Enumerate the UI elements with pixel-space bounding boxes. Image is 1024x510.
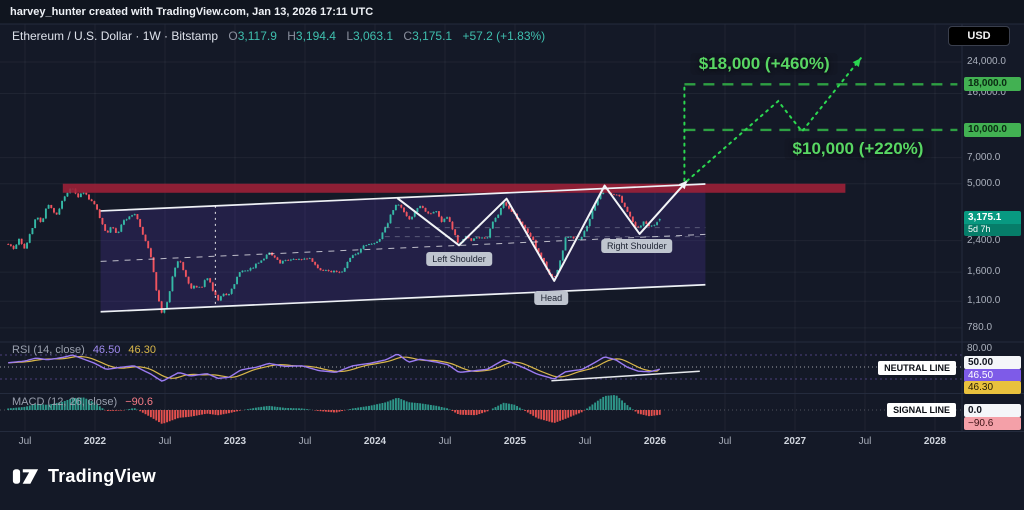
- time-axis-label-jul-2027-5: Jul: [858, 436, 872, 447]
- current-price-badge: 3,175.1 5d 7h: [964, 210, 1021, 236]
- tradingview-wordmark: TradingView: [48, 466, 156, 486]
- currency-toggle-button[interactable]: USD: [948, 26, 1010, 46]
- high-label: H: [287, 29, 296, 43]
- current-price-value: 3,175.1: [968, 211, 1002, 223]
- price-scale-tick-1600: 1,600.0: [967, 266, 1001, 278]
- macd-title: MACD (12, 26, close): [12, 396, 118, 408]
- time-axis-label-2026-2026: 2026: [643, 436, 667, 447]
- price-scale-tick-24000: 24,000.0: [967, 56, 1006, 67]
- attribution-bar: harvey_hunter created with TradingView.c…: [0, 0, 1024, 24]
- time-axis-label-2025-2025: 2025: [503, 436, 527, 447]
- low-label: L: [346, 29, 353, 43]
- rsi-scale-tick: 80.00: [967, 343, 993, 354]
- rsi-ma-value: 46.30: [128, 344, 156, 356]
- time-axis-label-jul-2026-5: Jul: [718, 436, 732, 447]
- tradingview-logomark-icon[interactable]: [12, 464, 39, 489]
- high-value: 3,194.4: [295, 29, 336, 43]
- rsi-legend: RSI (14, close) 46.50 46.30: [12, 344, 156, 356]
- time-axis-label-jul-2021-5: Jul: [18, 436, 32, 447]
- signal-line-label: SIGNAL LINE: [887, 403, 956, 417]
- macd-value: −90.6: [125, 396, 154, 408]
- symbol-title: Ethereum / U.S. Dollar · 1W · Bitstamp: [12, 29, 219, 43]
- open-label: O: [228, 29, 238, 43]
- time-axis-label-jul-2023-5: Jul: [298, 436, 312, 447]
- chart-canvas[interactable]: [0, 0, 1024, 452]
- rsi-scale-badge-50-00: 50.00: [964, 356, 1021, 369]
- time-axis-label-2023-2023: 2023: [223, 436, 247, 447]
- price-scale[interactable]: 24,000.0 16,000.0 7,000.0 5,000.0 2,400.0 1,6…: [962, 0, 1024, 432]
- target-price-badge-18000: 18,000.0: [964, 77, 1021, 92]
- close-label: C: [403, 29, 413, 43]
- time-axis-label-2024-2024: 2024: [363, 436, 387, 447]
- low-value: 3,063.1: [353, 29, 394, 43]
- attribution-text: harvey_hunter created with TradingView.c…: [10, 6, 374, 18]
- rsi-scale-badge-46-50: 46.50: [964, 368, 1021, 382]
- macd-scale-badge-90-6: −90.6: [964, 417, 1021, 430]
- time-axis[interactable]: Jul 2022 Jul 2023 Jul 2024 Jul 2025 Jul 2026 Jul 20…: [0, 432, 1024, 450]
- rsi-title: RSI (14, close): [12, 344, 85, 356]
- time-axis-label-jul-2024-5: Jul: [438, 436, 452, 447]
- price-scale-tick-7000: 7,000.0: [967, 151, 1001, 163]
- neutral-line-label: NEUTRAL LINE: [878, 361, 956, 375]
- target-price-badge-10000: 10,000.0: [964, 122, 1021, 137]
- footer: TradingView: [12, 464, 156, 489]
- rsi-value: 46.50: [92, 344, 121, 356]
- price-scale-tick-2400: 2,400.0: [967, 234, 1001, 246]
- open-value: 3,117.9: [237, 29, 277, 43]
- symbol-legend: Ethereum / U.S. Dollar · 1W · Bitstamp O…: [12, 29, 545, 43]
- change-value: +57.2 (+1.83%): [462, 29, 546, 43]
- rsi-scale-badge-46-30: 46.30: [964, 381, 1021, 394]
- time-axis-label-2022-2022: 2022: [83, 436, 107, 447]
- macd-scale-badge-0-0: 0.0: [964, 404, 1021, 417]
- bar-countdown: 5d 7h: [964, 223, 1021, 236]
- price-scale-tick-16000: 16,000.0: [967, 87, 1006, 99]
- close-value: 3,175.1: [412, 29, 453, 43]
- price-scale-tick-780: 780.0: [967, 321, 993, 333]
- price-scale-tick-1100: 1,100.0: [967, 295, 1001, 307]
- time-axis-label-jul-2022-5: Jul: [158, 436, 172, 447]
- price-scale-tick-5000: 5,000.0: [967, 177, 1001, 189]
- time-axis-label-2027-2027: 2027: [783, 436, 807, 447]
- time-axis-label-jul-2025-5: Jul: [578, 436, 592, 447]
- time-axis-label-2028-2028: 2028: [923, 436, 947, 447]
- macd-legend: MACD (12, 26, close) −90.6: [12, 396, 153, 408]
